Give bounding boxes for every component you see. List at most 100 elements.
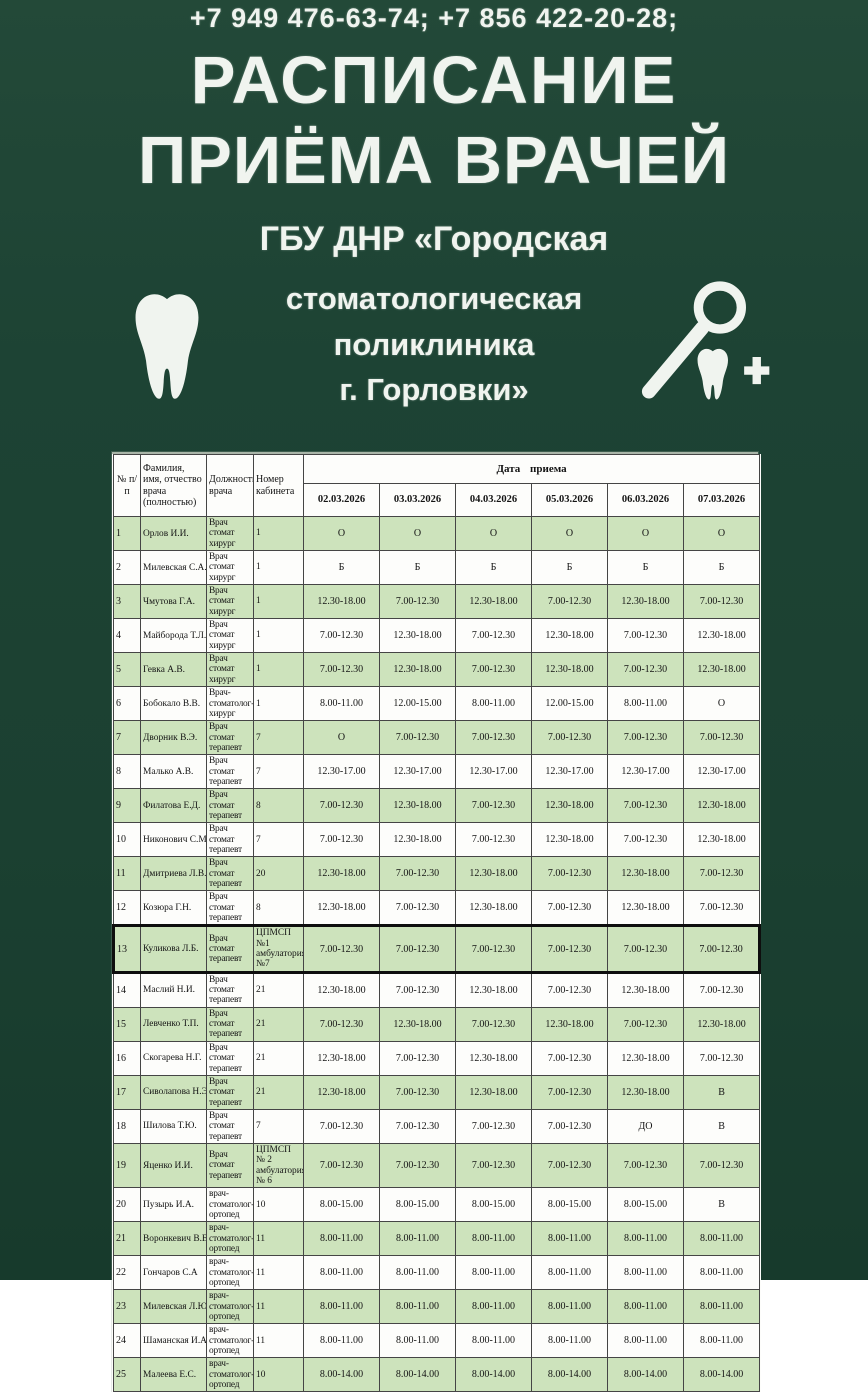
position-cell: Врач-стоматолог-хирург [206,686,254,722]
position-cell: врач-стоматолог-ортопед [206,1323,254,1359]
table-row: 25 Малеева Е.С. врач-стоматолог-ортопед 10 8… [113,1357,761,1392]
schedule-cell: О [607,515,684,552]
schedule-cell: 12.30-18.00 [379,618,456,654]
row-number-cell: 1 [113,515,141,552]
table-row: 24 Шаманская И.А. врач-стоматолог-ортопед 1… [113,1323,761,1359]
schedule-cell: 7.00-12.30 [682,720,761,756]
table-row: 17 Сиволапова Н.Э. Врач стомат терапевт 21 1… [113,1074,761,1110]
schedule-cell: 8.00-11.00 [455,1221,532,1257]
schedule-cell: 8.00-11.00 [531,1323,608,1359]
schedule-cell: 8.00-11.00 [607,1255,684,1291]
position-cell: врач-стоматолог-ортопед [206,1221,254,1257]
schedule-cell: 7.00-12.30 [682,856,761,892]
schedule-cell: 8.00-11.00 [682,1255,761,1291]
schedule-cell: 12.30-18.00 [303,971,380,1008]
position-cell: Врач стомат терапевт [206,924,254,974]
doctor-name-cell: Шилова Т.Ю. [140,1108,207,1144]
row-number-cell: 5 [113,652,141,688]
cabinet-cell: 10 [253,1187,304,1223]
row-number-cell: 14 [113,971,141,1008]
row-number-cell: 17 [113,1074,141,1110]
schedule-cell: 7.00-12.30 [303,1108,380,1144]
position-cell: врач-стоматолог-ортопед [206,1187,254,1223]
org-name-line2: стоматологическая [285,281,583,316]
position-cell: Врач стомат терапевт [206,788,254,824]
cabinet-cell: 7 [253,720,304,756]
doctor-name-cell: Милевская С.А. [140,550,207,586]
schedule-cell: 8.00-14.00 [303,1357,380,1392]
table-row: 15 Левченко Т.П. Врач стомат терапевт 21 7.0… [113,1006,761,1042]
schedule-cell: 7.00-12.30 [455,1108,532,1144]
col-header-date-4: 05.03.2026 [531,483,608,517]
table-row: 9 Филатова Е.Д. Врач стомат терапевт 8 7.00-… [113,788,761,824]
doctor-name-cell: Малеева Е.С. [140,1357,207,1392]
schedule-cell: В [682,1074,761,1110]
doctor-name-cell: Гончаров С.А [140,1255,207,1291]
table-row: 2 Милевская С.А. Врач стомат хирург 1 Б Б Б Б Б Б [113,550,761,586]
schedule-cell: 8.00-14.00 [531,1357,608,1392]
cabinet-cell: 7 [253,822,304,858]
row-number-cell: 15 [113,1006,141,1042]
cabinet-cell: 11 [253,1289,304,1325]
cabinet-cell: 11 [253,1323,304,1359]
schedule-table-container: № п/п Фамилия, имя, отчество врача (полн… [112,452,762,1392]
schedule-cell: ДО [607,1108,684,1144]
phone-numbers: +7 949 476-63-74; +7 856 422-20-28; [189,3,679,33]
schedule-cell: 7.00-12.30 [303,1142,380,1189]
doctor-name-cell: Малько А.В. [140,754,207,790]
cabinet-cell: 11 [253,1255,304,1291]
schedule-cell: 7.00-12.30 [531,1142,608,1189]
row-number-cell: 11 [113,856,141,892]
schedule-cell: 7.00-12.30 [379,890,456,927]
cabinet-cell: 1 [253,550,304,586]
col-header-date-1: 02.03.2026 [303,483,380,517]
position-cell: врач-стоматолог-ортопед [206,1289,254,1325]
position-cell: Врач стомат хирург [206,584,254,620]
schedule-cell: 8.00-11.00 [682,1289,761,1325]
position-cell: Врач стомат терапевт [206,720,254,756]
schedule-cell: 8.00-15.00 [379,1187,456,1223]
schedule-cell: О [455,515,532,552]
schedule-cell: 12.30-18.00 [682,822,761,858]
schedule-cell: 8.00-15.00 [531,1187,608,1223]
table-row: 21 Воронкевич В.В. врач-стоматолог-ортопед… [113,1221,761,1257]
cabinet-cell: 1 [253,618,304,654]
schedule-cell: 8.00-11.00 [379,1255,456,1291]
schedule-cell: 8.00-11.00 [455,1289,532,1325]
cabinet-cell: 21 [253,971,304,1008]
schedule-cell: 7.00-12.30 [531,856,608,892]
schedule-cell: 8.00-11.00 [607,1323,684,1359]
schedule-cell: 12.30-18.00 [455,890,532,927]
schedule-cell: 7.00-12.30 [379,971,456,1008]
row-number-cell: 3 [113,584,141,620]
table-row: 11 Дмитриева Л.В. Врач стомат терапевт 20 12… [113,856,761,892]
schedule-cell: 12.30-18.00 [455,1040,532,1076]
table-row: 19 Яценко И.И. Врач стомат терапевт ЦПМСП №… [113,1142,761,1189]
schedule-cell: 8.00-11.00 [531,1289,608,1325]
schedule-cell: 7.00-12.30 [531,1108,608,1144]
table-row: 3 Чмутова Г.А. Врач стомат хирург 1 12.30-18… [113,584,761,620]
position-cell: Врач стомат хирург [206,618,254,654]
position-cell: Врач стомат хирург [206,652,254,688]
row-number-cell: 9 [113,788,141,824]
schedule-cell: 7.00-12.30 [379,1074,456,1110]
schedule-cell: 12.30-18.00 [531,618,608,654]
schedule-cell: 7.00-12.30 [607,618,684,654]
table-row: 12 Козюра Г.Н. Врач стомат терапевт 8 12.30-… [113,890,761,927]
doctor-name-cell: Майборода Т.Л. [140,618,207,654]
schedule-cell: 12.30-18.00 [531,1006,608,1042]
schedule-body: 1 Орлов И.И. Врач стомат хирург 1 О О О О О О 2 Мил… [112,515,762,1392]
schedule-cell: 12.30-18.00 [455,584,532,620]
org-name-line1: ГБУ ДНР «Городская [259,220,609,258]
schedule-cell: 12.00-15.00 [379,686,456,722]
cabinet-cell: 20 [253,856,304,892]
schedule-cell: 7.00-12.30 [682,971,761,1008]
schedule-cell: Б [379,550,456,586]
position-cell: Врач стомат терапевт [206,822,254,858]
schedule-cell: 7.00-12.30 [531,924,608,974]
doctor-name-cell: Маслий Н.И. [140,971,207,1008]
doctor-name-cell: Милевская Л.Ю. [140,1289,207,1325]
schedule-cell: 8.00-14.00 [455,1357,532,1392]
dental-mirror-tooth-plus-icon [641,281,770,400]
table-row: 16 Скогарева Н.Г. Врач стомат терапевт 21 12… [113,1040,761,1076]
